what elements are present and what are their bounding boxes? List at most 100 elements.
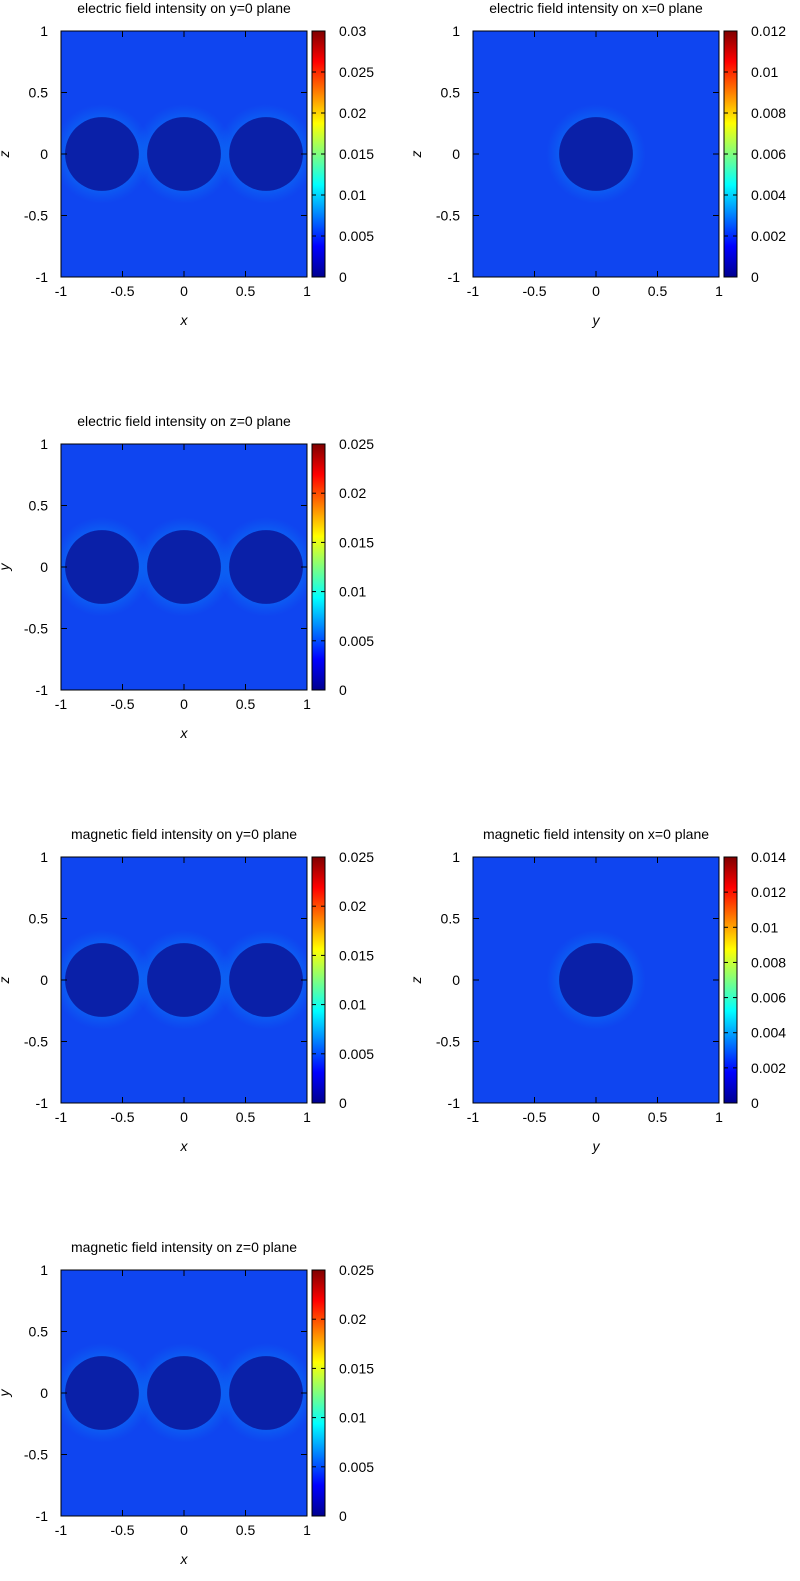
y-tick-label: -0.5 xyxy=(24,621,48,637)
colorbar-tick-label: 0.002 xyxy=(751,228,786,244)
x-tick-label: 1 xyxy=(303,696,311,712)
y-tick-label: 0.5 xyxy=(441,911,461,927)
x-axis-label: x xyxy=(180,725,189,741)
colorbar-tick-label: 0.012 xyxy=(751,884,786,900)
x-tick-label: -0.5 xyxy=(110,283,134,299)
sphere xyxy=(65,117,139,191)
colorbar-tick-label: 0 xyxy=(339,1508,347,1524)
colorbar-tick-label: 0.006 xyxy=(751,146,786,162)
sphere xyxy=(229,1356,303,1430)
colorbar-tick-label: 0.008 xyxy=(751,954,786,970)
colorbar xyxy=(311,856,326,1104)
y-tick-label: 1 xyxy=(40,1262,48,1278)
colorbar xyxy=(311,1269,326,1517)
colorbar-tick-label: 0.01 xyxy=(339,584,366,600)
sphere xyxy=(147,117,221,191)
colorbar-tick-label: 0.025 xyxy=(339,1262,374,1278)
colorbar-tick-label: 0.03 xyxy=(339,23,366,39)
colorbar-tick-label: 0.025 xyxy=(339,64,374,80)
colorbar-tick-label: 0 xyxy=(339,682,347,698)
x-tick-label: 0 xyxy=(592,283,600,299)
sphere xyxy=(559,943,633,1017)
colorbar-tick-label: 0.02 xyxy=(339,898,366,914)
x-axis-label: x xyxy=(180,312,189,328)
colorbar-tick-label: 0.025 xyxy=(339,436,374,452)
colorbar-tick-label: 0 xyxy=(339,1095,347,1111)
x-tick-label: 0.5 xyxy=(648,1109,668,1125)
colorbar-tick-label: 0.008 xyxy=(751,105,786,121)
chart-title: electric field intensity on z=0 plane xyxy=(77,413,291,429)
colorbar-tick-label: 0.005 xyxy=(339,228,374,244)
colorbar-tick-label: 0.012 xyxy=(751,23,786,39)
colorbar-tick-label: 0.002 xyxy=(751,1060,786,1076)
heatmap-panel-3: electric field intensity on z=0 plane -1 -… xyxy=(0,413,374,741)
y-tick-label: 0.5 xyxy=(29,1324,49,1340)
colorbar-tick-label: 0 xyxy=(751,1095,759,1111)
colorbar-tick-label: 0.02 xyxy=(339,1311,366,1327)
colorbar-tick-label: 0.015 xyxy=(339,947,374,963)
sphere xyxy=(229,117,303,191)
y-tick-label: -0.5 xyxy=(436,1034,460,1050)
colorbar-tick-label: 0.02 xyxy=(339,105,366,121)
colorbar xyxy=(311,443,326,691)
chart-title: magnetic field intensity on y=0 plane xyxy=(71,826,297,842)
x-tick-label: -1 xyxy=(55,1109,68,1125)
plot-area xyxy=(61,444,307,690)
y-tick-label: 0.5 xyxy=(29,911,49,927)
heatmap-panel-1: electric field intensity on y=0 plane -1 -… xyxy=(0,0,374,328)
sphere xyxy=(147,1356,221,1430)
x-tick-label: 0 xyxy=(180,1522,188,1538)
colorbar-tick-label: 0.004 xyxy=(751,1025,786,1041)
x-axis-label: x xyxy=(180,1138,189,1154)
y-tick-label: -1 xyxy=(36,269,49,285)
sphere xyxy=(65,943,139,1017)
colorbar-tick-label: 0.01 xyxy=(751,64,778,80)
x-tick-label: 0.5 xyxy=(648,283,668,299)
x-tick-label: 1 xyxy=(715,283,723,299)
y-tick-label: -1 xyxy=(36,1095,49,1111)
sphere xyxy=(147,943,221,1017)
x-tick-label: -1 xyxy=(55,696,68,712)
colorbar-tick-label: 0.015 xyxy=(339,146,374,162)
y-tick-label: 0.5 xyxy=(29,498,49,514)
y-axis-label: y xyxy=(0,563,12,572)
y-tick-label: 0 xyxy=(452,972,460,988)
plot-area xyxy=(61,1270,307,1516)
colorbar-tick-label: 0.025 xyxy=(339,849,374,865)
x-tick-label: 0 xyxy=(180,283,188,299)
y-tick-label: -0.5 xyxy=(24,1447,48,1463)
x-tick-label: 1 xyxy=(303,283,311,299)
heatmap-panel-4: magnetic field intensity on y=0 plane-1-… xyxy=(0,826,374,1154)
sphere xyxy=(559,117,633,191)
x-tick-label: 0 xyxy=(592,1109,600,1125)
x-axis-label: y xyxy=(592,312,601,328)
colorbar-tick-label: 0.004 xyxy=(751,187,786,203)
x-tick-label: -1 xyxy=(467,283,480,299)
y-tick-label: 1 xyxy=(40,849,48,865)
y-axis-label: z xyxy=(0,151,12,159)
plot-area xyxy=(61,857,307,1103)
chart-title: electric field intensity on y=0 plane xyxy=(77,0,291,16)
colorbar-tick-label: 0.01 xyxy=(339,997,366,1013)
heatmap-panel-5: magnetic field intensity on x=0 plane-1-… xyxy=(408,826,786,1154)
colorbar-tick-label: 0.015 xyxy=(339,1360,374,1376)
y-tick-label: 0 xyxy=(40,1385,48,1401)
colorbar-tick-label: 0.005 xyxy=(339,1459,374,1475)
sphere xyxy=(147,530,221,604)
x-tick-label: 0.5 xyxy=(236,696,256,712)
y-tick-label: -0.5 xyxy=(24,1034,48,1050)
x-tick-label: -1 xyxy=(55,1522,68,1538)
y-tick-label: 1 xyxy=(40,436,48,452)
y-tick-label: 0 xyxy=(40,559,48,575)
colorbar-tick-label: 0.005 xyxy=(339,633,374,649)
y-axis-label: z xyxy=(0,977,12,985)
y-tick-label: 0.5 xyxy=(29,85,49,101)
colorbar-tick-label: 0.015 xyxy=(339,534,374,550)
y-tick-label: -1 xyxy=(36,1508,49,1524)
x-axis-label: y xyxy=(592,1138,601,1154)
x-axis-label: x xyxy=(180,1551,189,1567)
x-tick-label: 0.5 xyxy=(236,283,256,299)
y-tick-label: -0.5 xyxy=(436,208,460,224)
colorbar-tick-label: 0.005 xyxy=(339,1046,374,1062)
x-tick-label: 0.5 xyxy=(236,1522,256,1538)
